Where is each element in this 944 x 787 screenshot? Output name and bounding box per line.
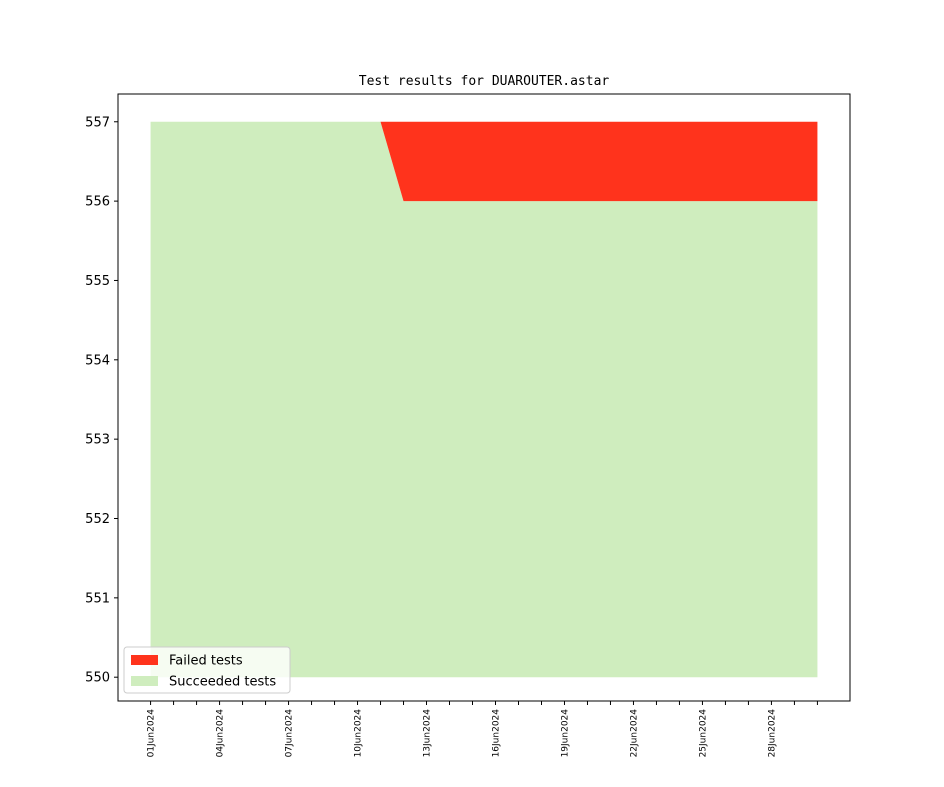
x-tick-label: 16Jun2024: [491, 709, 501, 758]
failed-area: [150, 121, 818, 202]
legend: Failed tests Succeeded tests: [123, 646, 291, 694]
y-tick-label: 557: [85, 115, 110, 130]
y-tick-label: 555: [85, 274, 110, 289]
chart-title: Test results for DUAROUTER.astar: [359, 74, 610, 89]
x-tick-label: 01Jun2024: [147, 709, 157, 758]
succeeded-area: [150, 121, 818, 678]
x-tick-label: 19Jun2024: [560, 709, 570, 758]
y-tick-label: 556: [85, 195, 110, 210]
x-tick-label: 28Jun2024: [767, 709, 777, 758]
y-tick-label: 554: [85, 353, 110, 368]
legend-label: Failed tests: [169, 654, 243, 669]
x-tick-label: 13Jun2024: [423, 709, 433, 758]
y-tick-label: 553: [85, 433, 110, 448]
x-tick-label: 04Jun2024: [216, 709, 226, 758]
legend-swatch: [131, 676, 158, 686]
y-axis: 550 551 552 553 554 555 556 557: [85, 115, 118, 686]
legend-label: Succeeded tests: [169, 675, 276, 690]
y-tick-label: 552: [85, 512, 110, 527]
legend-swatch: [131, 655, 158, 665]
plot-area: [150, 121, 818, 678]
x-tick-label: 22Jun2024: [629, 709, 639, 758]
plot-frame: [117, 93, 851, 702]
y-tick-label: 550: [85, 671, 110, 686]
x-tick-label: 07Jun2024: [285, 709, 295, 758]
y-tick-label: 551: [85, 591, 110, 606]
x-axis: 01Jun2024 04Jun2024 07Jun2024 10Jun2024 13Ju…: [147, 701, 818, 757]
x-tick-label: 10Jun2024: [354, 709, 364, 758]
x-tick-label: 25Jun2024: [698, 709, 708, 758]
legend-box: [123, 646, 291, 694]
